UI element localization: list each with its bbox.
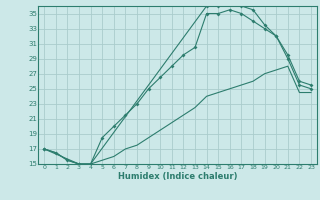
X-axis label: Humidex (Indice chaleur): Humidex (Indice chaleur): [118, 172, 237, 181]
